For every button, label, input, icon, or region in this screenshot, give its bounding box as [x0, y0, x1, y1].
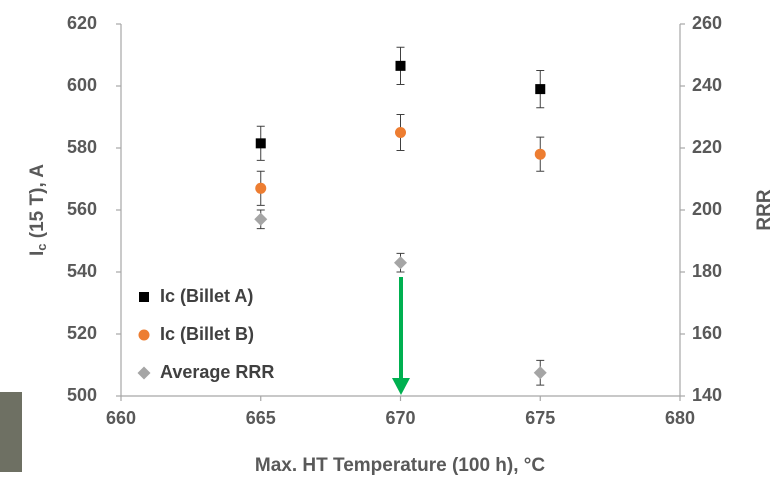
y-title-part: (15 T), A — [27, 164, 48, 244]
marker — [395, 127, 406, 138]
marker — [255, 138, 266, 149]
legend-label: Ic (Billet A) — [160, 286, 253, 306]
x-tick-label: 665 — [246, 408, 276, 428]
y-tick-label: 560 — [67, 199, 97, 219]
y-tick-label: 520 — [67, 323, 97, 343]
y2-axis-title: RRR — [754, 189, 775, 230]
x-tick-label: 670 — [385, 408, 415, 428]
y2-tick-label: 180 — [692, 261, 722, 281]
x-tick-label: 660 — [106, 408, 136, 428]
marker — [535, 84, 546, 95]
y-title-part: I — [27, 251, 48, 256]
y-tick-label: 620 — [67, 13, 97, 33]
y-tick-label: 540 — [67, 261, 97, 281]
legend-marker — [139, 292, 149, 302]
y-tick-label: 500 — [67, 385, 97, 405]
photo-fragment — [0, 392, 22, 472]
legend-label: Ic (Billet B) — [160, 324, 254, 344]
y-title-sub: c — [34, 244, 49, 251]
x-tick-label: 680 — [665, 408, 695, 428]
legend-label: Average RRR — [160, 362, 274, 382]
y-tick-label: 600 — [67, 75, 97, 95]
marker — [394, 256, 407, 270]
y2-tick-label: 220 — [692, 137, 722, 157]
marker — [395, 60, 406, 71]
marker — [254, 212, 268, 226]
legend-marker — [137, 366, 151, 380]
y2-tick-label: 160 — [692, 323, 722, 343]
marker — [533, 366, 547, 380]
y-tick-label: 580 — [67, 137, 97, 157]
legend-marker — [138, 329, 150, 341]
marker — [534, 148, 546, 160]
y-axis-title: Ic (15 T), A — [27, 164, 49, 256]
annotation-arrow — [392, 277, 410, 395]
marker — [255, 182, 267, 194]
y2-tick-label: 240 — [692, 75, 722, 95]
x-tick-label: 675 — [525, 408, 555, 428]
y2-tick-label: 200 — [692, 199, 722, 219]
y2-tick-label: 140 — [692, 385, 722, 405]
x-axis-title: Max. HT Temperature (100 h), °C — [255, 455, 545, 476]
y2-tick-label: 260 — [692, 13, 722, 33]
